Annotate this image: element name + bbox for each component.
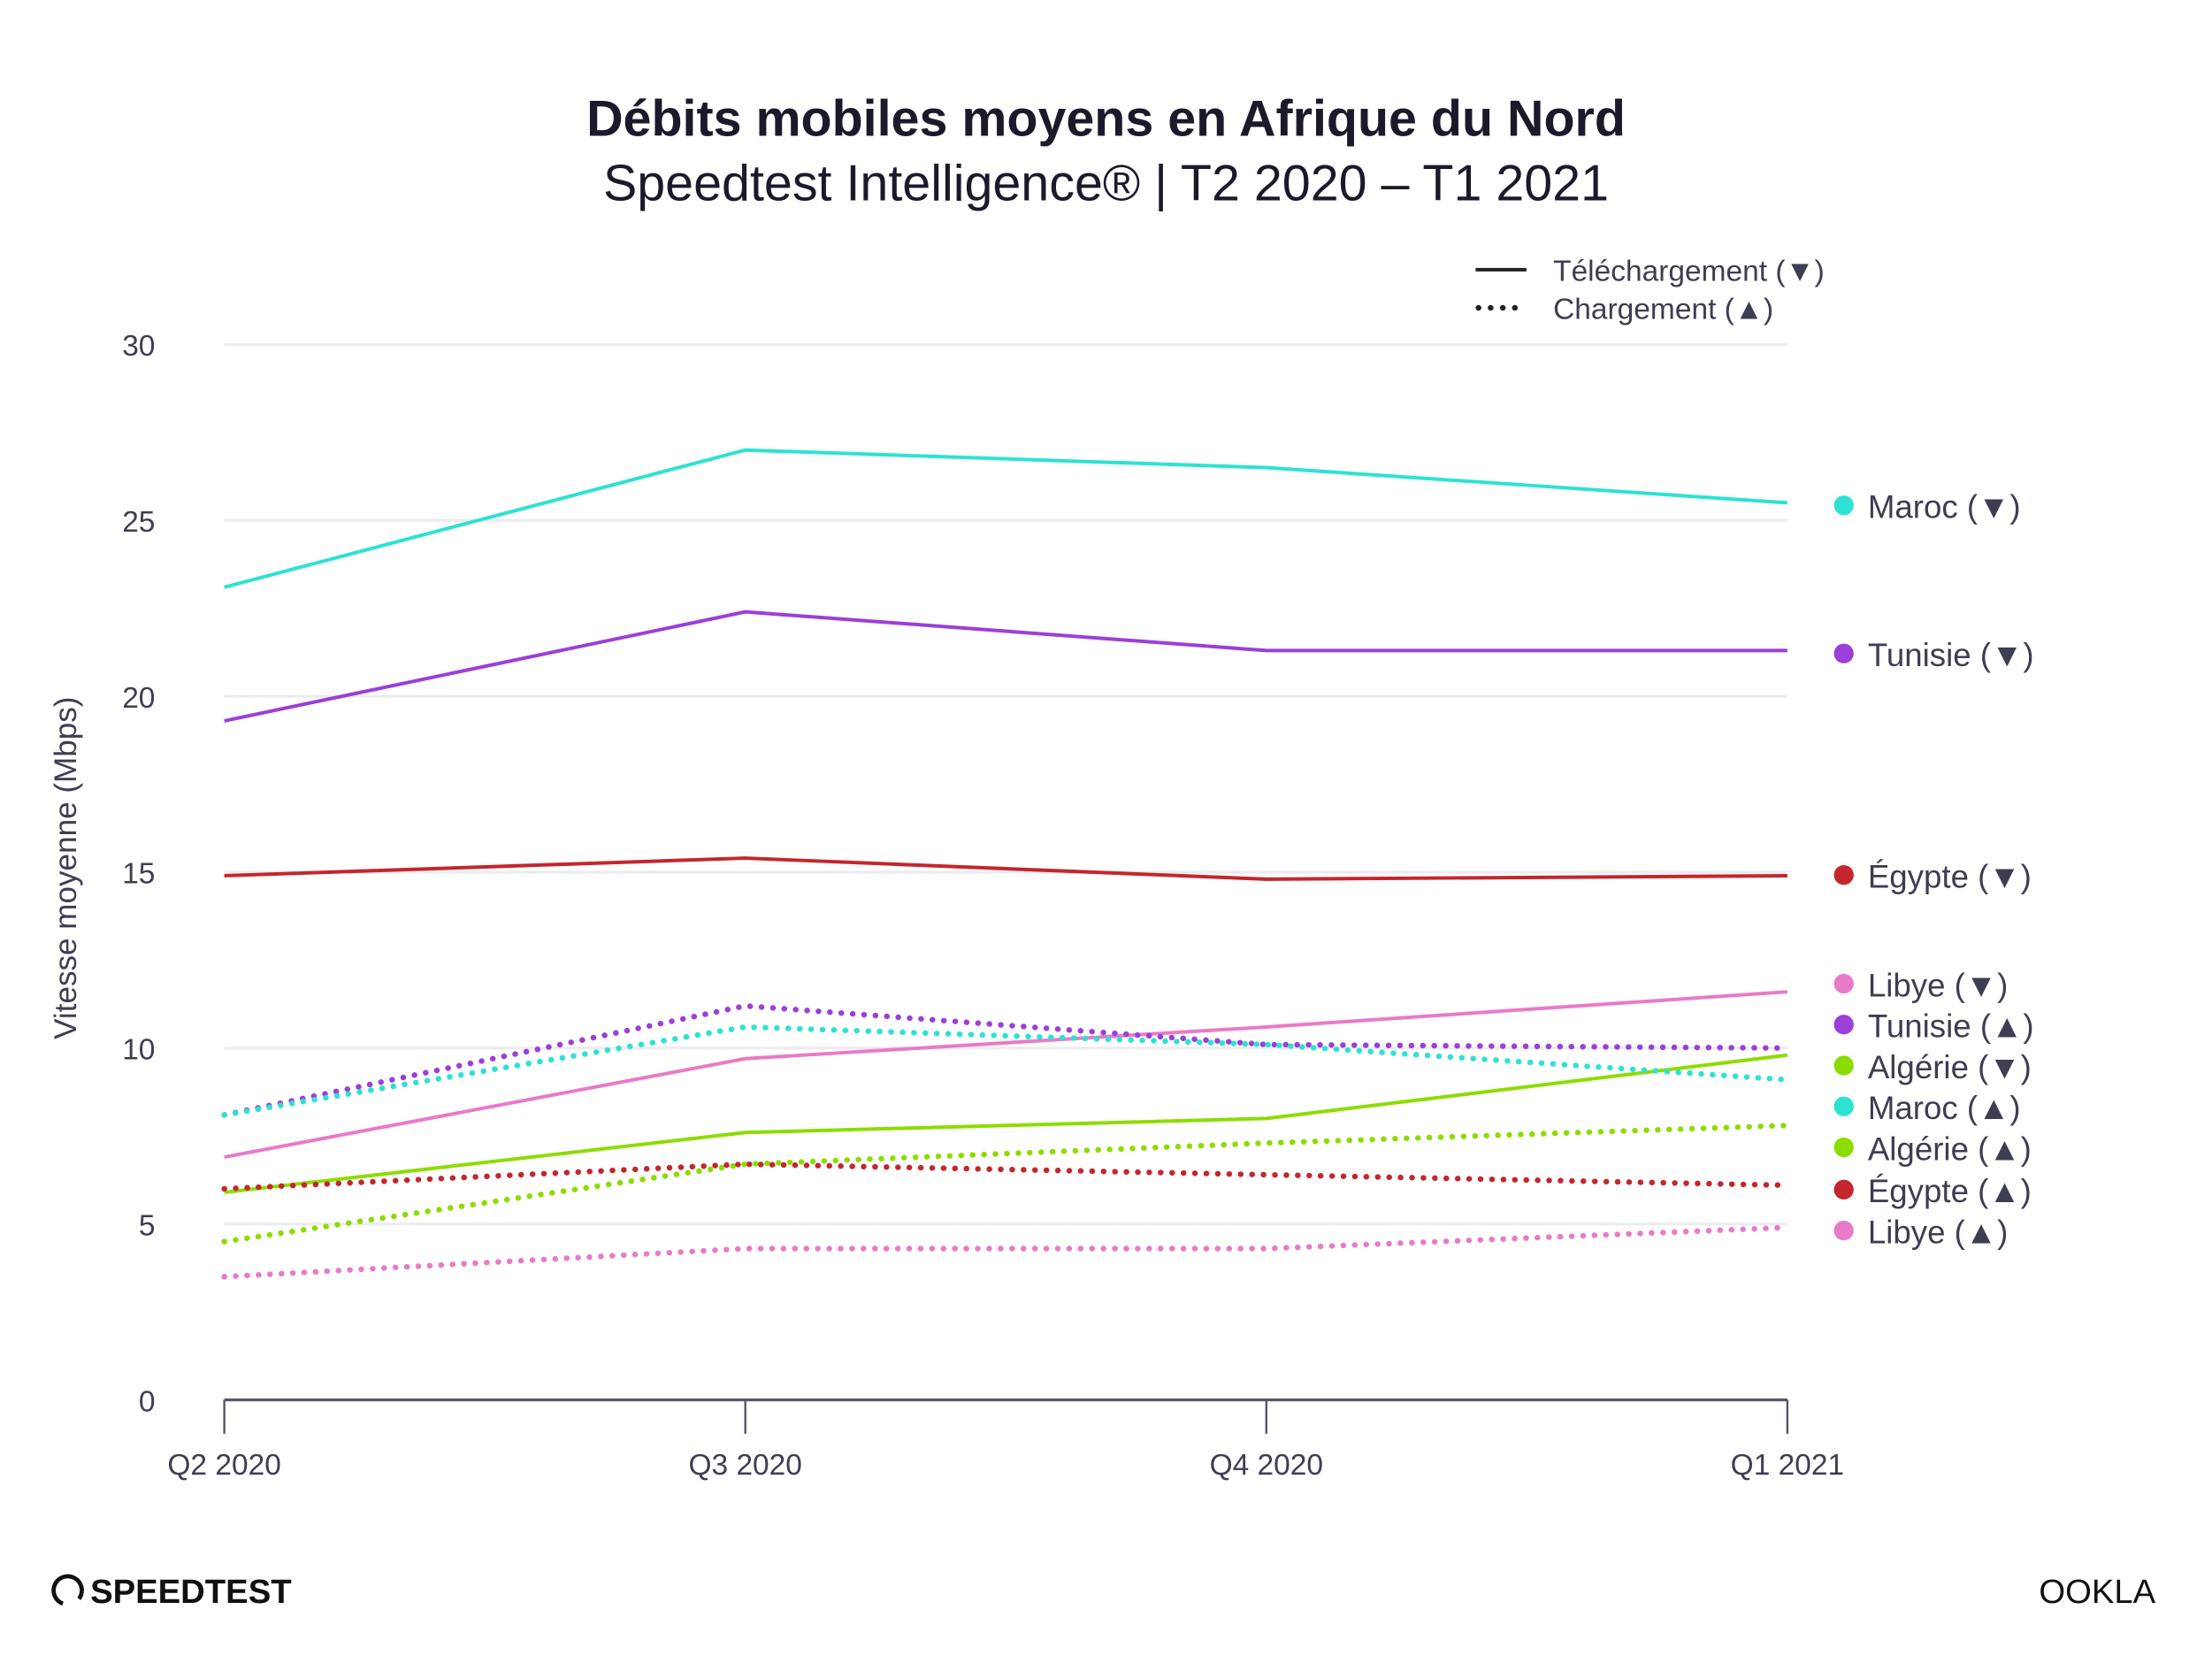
series-marker — [1833, 1096, 1854, 1116]
chart-title: Débits mobiles moyens en Afrique du Nord — [586, 90, 1626, 147]
series-label: Égypte (▼) — [1868, 859, 2032, 895]
series-label: Libye (▲) — [1868, 1214, 2009, 1250]
y-tick-label: 5 — [139, 1209, 156, 1242]
series-marker — [1833, 1015, 1854, 1035]
series-label: Algérie (▲) — [1868, 1131, 2032, 1167]
series-marker — [1833, 1055, 1854, 1076]
speedtest-gauge-icon — [51, 1574, 84, 1607]
series-marker — [1833, 1220, 1854, 1241]
series-line — [221, 1002, 1791, 1118]
x-tick-label: Q4 2020 — [1210, 1449, 1323, 1482]
series-line — [224, 448, 1788, 589]
series-line — [221, 1161, 1791, 1192]
series-marker — [1833, 1137, 1854, 1158]
series-line — [221, 1224, 1791, 1280]
ookla-logo: OOKLA — [2039, 1573, 2155, 1611]
legend-item-upload: Chargement (▲) — [1553, 294, 1773, 326]
series-marker — [1833, 643, 1854, 663]
series-labels: Maroc (▼) Tunisie (▼) Égypte (▼) Libye (▼) T… — [1833, 489, 2034, 1250]
series-label: Tunisie (▲) — [1868, 1008, 2034, 1045]
y-tick-label: 0 — [139, 1385, 156, 1418]
series-marker — [1833, 973, 1854, 994]
series-line — [221, 1023, 1791, 1118]
y-tick-label: 10 — [122, 1034, 155, 1067]
y-axis: 0 5 10 15 20 25 30 — [122, 330, 155, 1418]
series-label: Libye (▼) — [1868, 967, 2009, 1003]
series-line — [224, 990, 1788, 1160]
x-tick-label: Q1 2021 — [1731, 1449, 1844, 1482]
series-marker — [1833, 1179, 1854, 1200]
series-line — [221, 1123, 1791, 1245]
legend: Téléchargement (▼) Chargement (▲) — [1475, 256, 1825, 326]
series-marker — [1833, 495, 1854, 516]
y-tick-label: 15 — [122, 858, 155, 891]
series-line — [224, 609, 1787, 723]
y-tick-label: 30 — [122, 330, 155, 363]
y-axis-label: Vitesse moyenne (Mbps) — [49, 697, 83, 1039]
series-label: Maroc (▲) — [1868, 1090, 2021, 1126]
series-label: Maroc (▼) — [1868, 489, 2021, 525]
series-lines — [221, 448, 1791, 1280]
x-tick-label: Q2 2020 — [167, 1449, 280, 1482]
x-axis: Q2 2020 Q3 2020 Q4 2020 Q1 2021 — [167, 1398, 1844, 1482]
y-tick-label: 25 — [122, 506, 155, 539]
series-line — [224, 1053, 1788, 1194]
grid — [224, 342, 1787, 1226]
x-tick-label: Q3 2020 — [688, 1449, 801, 1482]
chart-subtitle: Speedtest Intelligence® | T2 2020 – T1 2… — [603, 156, 1609, 212]
series-label: Tunisie (▼) — [1868, 637, 2034, 673]
legend-item-download: Téléchargement (▼) — [1553, 256, 1825, 288]
series-marker — [1833, 864, 1854, 885]
series-line — [224, 856, 1787, 881]
y-tick-label: 20 — [122, 682, 155, 715]
speedtest-logo: SPEEDTEST — [51, 1573, 292, 1611]
series-label: Algérie (▼) — [1868, 1049, 2032, 1085]
speedtest-logo-text: SPEEDTEST — [90, 1573, 292, 1611]
series-label: Égypte (▲) — [1868, 1173, 2032, 1209]
